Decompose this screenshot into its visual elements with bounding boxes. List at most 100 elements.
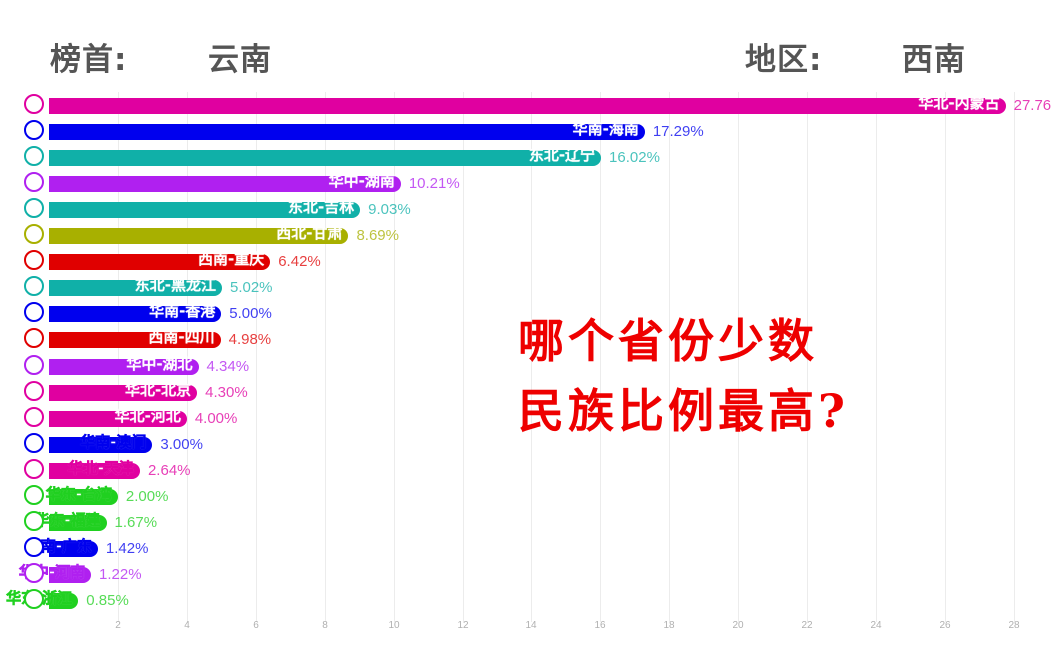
bar <box>49 306 222 323</box>
x-tick-label: 28 <box>1008 620 1020 631</box>
circle-marker-icon <box>24 302 44 323</box>
bar-value-label: 27.76 <box>1013 97 1052 114</box>
bar <box>49 462 140 479</box>
circle-marker-icon <box>24 224 44 245</box>
bar-category-label: 西南-重庆 <box>198 250 265 269</box>
bar-value-label: 4.98% <box>228 331 272 349</box>
bar <box>49 280 222 297</box>
chart-row: 华北-内蒙古 27.76 <box>0 93 1056 119</box>
x-tick-label: 26 <box>939 620 951 631</box>
bar-category-label: 华北-内蒙古 <box>918 94 1000 112</box>
gridline <box>256 92 257 622</box>
bar-value-label: 10.21% <box>408 175 460 193</box>
gridline <box>531 92 532 622</box>
circle-marker-icon <box>24 276 44 297</box>
circle-marker-icon <box>24 432 44 453</box>
bar <box>49 488 118 505</box>
x-tick-label: 14 <box>525 620 537 631</box>
circle-marker-icon <box>24 536 44 557</box>
chart-row: 华东-福建 1.67% <box>0 510 1056 536</box>
bar-value-label: 8.69% <box>356 227 399 245</box>
bar-category-label: 华南-海南 <box>572 120 639 139</box>
circle-marker-icon <box>24 94 44 114</box>
bar <box>49 202 361 219</box>
bar-category-label: 华南-香港 <box>149 302 216 321</box>
bar <box>49 124 645 141</box>
chart-row: 华南-广东 1.42% <box>0 536 1056 562</box>
bar <box>49 540 98 557</box>
bar-value-label: 0.85% <box>86 591 129 609</box>
x-tick-label: 6 <box>253 620 259 631</box>
bar <box>49 566 92 583</box>
question-overlay: 哪个省份少数 民族比例最高? <box>518 306 849 446</box>
region-label: 地区: <box>745 42 823 78</box>
circle-marker-icon <box>24 328 44 349</box>
chart-row: 华北-北京 4.30% <box>0 380 1056 406</box>
bar-value-label: 4.30% <box>205 383 248 401</box>
bar-category-label: 华南-澳门 <box>80 432 147 451</box>
bar-category-label: 华东-台湾 <box>45 484 112 503</box>
gridline <box>118 92 119 622</box>
gridline <box>945 92 946 622</box>
x-tick-label: 4 <box>184 620 190 631</box>
chart-row: 华北-天津 2.64% <box>0 458 1056 484</box>
bar <box>49 514 107 531</box>
gridline <box>325 92 326 622</box>
x-tick-label: 20 <box>732 620 744 631</box>
bar-value-label: 6.42% <box>278 253 321 271</box>
circle-marker-icon <box>24 588 44 609</box>
circle-marker-icon <box>24 198 44 219</box>
x-tick-label: 24 <box>870 620 882 631</box>
bar <box>49 254 271 271</box>
x-tick-label: 2 <box>115 620 121 631</box>
x-tick-label: 10 <box>388 620 400 631</box>
bar-value-label: 9.03% <box>368 201 411 219</box>
chart-row: 华南-澳门 3.00% <box>0 432 1056 458</box>
circle-marker-icon <box>24 380 44 401</box>
bar-value-label: 5.00% <box>229 305 272 323</box>
bar-value-label: 4.34% <box>206 357 250 375</box>
x-tick-label: 22 <box>801 620 813 631</box>
gridline <box>463 92 464 622</box>
gridline <box>876 92 877 622</box>
bar-category-label: 华北-河北 <box>114 406 181 425</box>
chart-row: 西南-四川 4.98% <box>0 327 1056 353</box>
bar <box>49 358 199 375</box>
gridline <box>738 92 739 622</box>
bar <box>49 176 401 193</box>
circle-marker-icon <box>24 250 44 271</box>
circle-marker-icon <box>24 172 44 193</box>
bar-value-label: 4.00% <box>194 409 238 427</box>
bar-value-label: 3.00% <box>160 435 203 453</box>
chart-row: 华中-河南 1.22% <box>0 562 1056 588</box>
chart-row: 西南-重庆 6.42% <box>0 249 1056 275</box>
gridline <box>807 92 808 622</box>
bar-value-label: 1.42% <box>105 539 149 557</box>
circle-marker-icon <box>24 406 44 427</box>
leader-label: 榜首: <box>50 42 128 78</box>
x-tick-label: 12 <box>457 620 469 631</box>
chart-row: 华北-河北 4.00% <box>0 406 1056 432</box>
chart-row: 东北-辽宁 16.02% <box>0 145 1056 171</box>
bar-value-label: 1.22% <box>99 565 142 583</box>
circle-marker-icon <box>24 510 44 531</box>
chart-row: 华中-湖南 10.21% <box>0 171 1056 197</box>
chart-row: 西北-甘肃 8.69% <box>0 223 1056 249</box>
chart-row: 华东-台湾 2.00% <box>0 484 1056 510</box>
bar <box>49 98 1006 114</box>
gridline <box>187 92 188 622</box>
bar-category-label: 华东-福建 <box>34 510 101 529</box>
gridline <box>600 92 601 622</box>
circle-marker-icon <box>24 354 44 375</box>
bar-category-label: 华中-湖南 <box>328 172 395 191</box>
bar-category-label: 华北-天津 <box>67 458 134 477</box>
circle-marker-icon <box>24 484 44 505</box>
chart-row: 华东-浙江0.85% <box>0 588 1056 614</box>
bar-category-label: 东北-黑龙江 <box>134 276 216 295</box>
bar <box>49 410 187 427</box>
circle-marker-icon <box>24 458 44 479</box>
region-value: 西南 <box>902 42 966 78</box>
gridline <box>669 92 670 622</box>
bar-category-label: 华北-北京 <box>124 380 192 399</box>
x-tick-label: 18 <box>663 620 675 631</box>
